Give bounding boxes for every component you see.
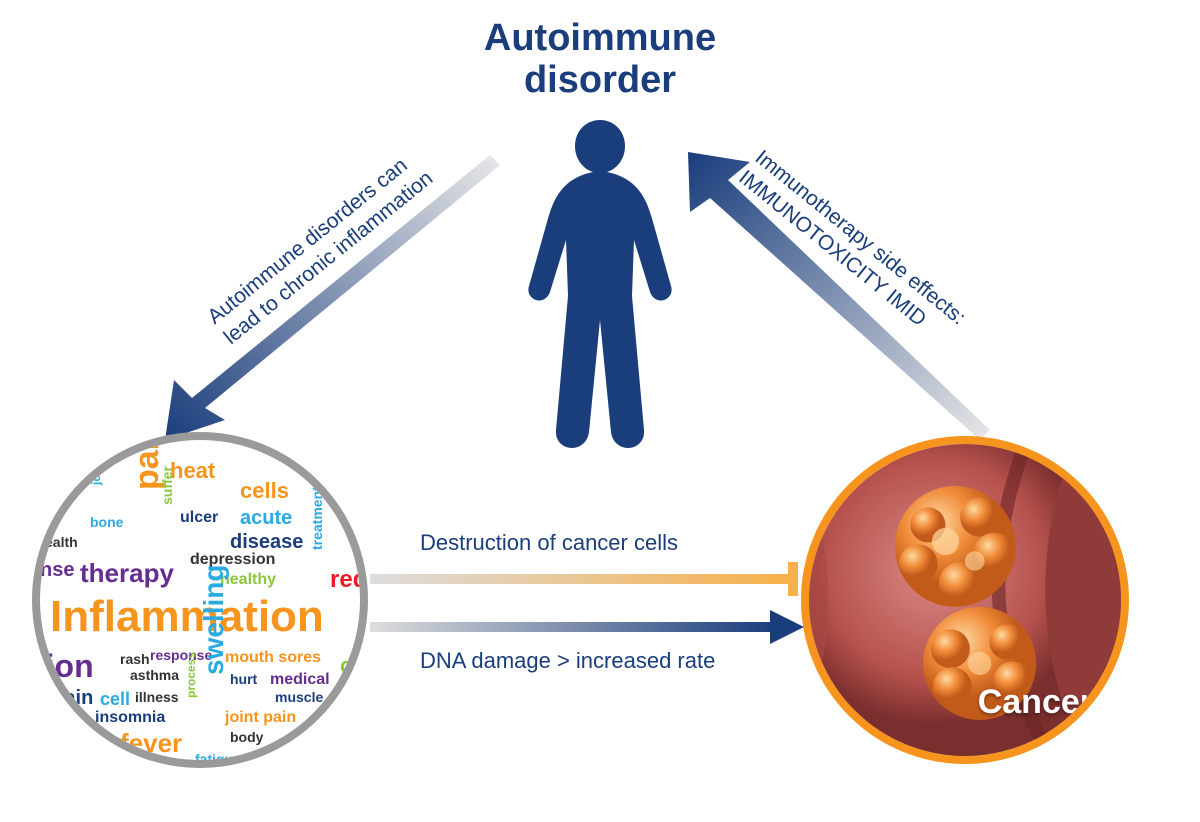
label-destruction: Destruction of cancer cells [420,530,678,556]
wordcloud-word: anxi [250,758,282,768]
wordcloud-word: redi [330,568,368,592]
wordcloud-word: hurt [230,672,257,686]
cancer-label: Cancer [978,683,1093,722]
wordcloud-word: illness [135,690,179,704]
wordcloud-word: asthma [130,668,179,682]
cancer-illustration: Cancer [801,436,1129,764]
wordcloud-word: joint [90,460,102,485]
title-line1: Autoimmune [0,18,1200,60]
wordcloud-word: cells [240,480,289,502]
wordcloud-word: fatigue [195,752,241,766]
wordcloud-word: disease [230,532,303,552]
page-title: Autoimmune disorder [0,18,1200,102]
wordcloud-word: physi [335,478,349,515]
wordcloud-word: acute [240,508,292,528]
wordcloud-word: mouth sores [225,650,321,666]
wordcloud-word: ach [320,710,348,726]
wordcloud-word: nmobility [70,752,132,766]
wordcloud-word: swelling [200,565,228,675]
wordcloud-word: rash [120,652,150,666]
wordcloud-word: body [230,730,263,744]
wordcloud-word: insomnia [95,710,165,726]
wordcloud-word: therapy [80,560,174,586]
arrow-autoimmune-to-inflammation [150,140,520,450]
wordcloud-word: tion [35,650,94,682]
wordcloud-word: nse [40,560,74,580]
inflammation-wordcloud: heatcellspainsufferulceracutediseasebone… [32,432,368,768]
wordcloud-word: Inflammation [50,595,324,639]
inhibition-arrow [370,562,810,598]
wordcloud-word: ealth [45,535,78,549]
wordcloud-word: joint pain [225,710,296,726]
title-line2: disorder [0,60,1200,102]
arrow-cancer-to-autoimmune [660,140,1030,450]
wordcloud-word: muscle [275,690,323,704]
wordcloud-container: heatcellspainsufferulceracutediseasebone… [40,440,360,760]
wordcloud-word: suffer [160,466,174,505]
label-dna-damage: DNA damage > increased rate [420,648,715,674]
wordcloud-word: chr [340,655,368,677]
wordcloud-word: ulcer [180,510,218,526]
wordcloud-word: medical [270,672,330,688]
wordcloud-word: cell [100,690,130,708]
wordcloud-word: ntic [70,450,84,475]
wordcloud-word: bone [90,515,123,529]
wordcloud-word: process [185,652,197,698]
promote-arrow [370,608,810,648]
wordcloud-word: ury [45,697,63,725]
wordcloud-word: heal [300,730,332,746]
wordcloud-word: heat [170,460,215,482]
wordcloud-word: treatment [310,486,324,550]
